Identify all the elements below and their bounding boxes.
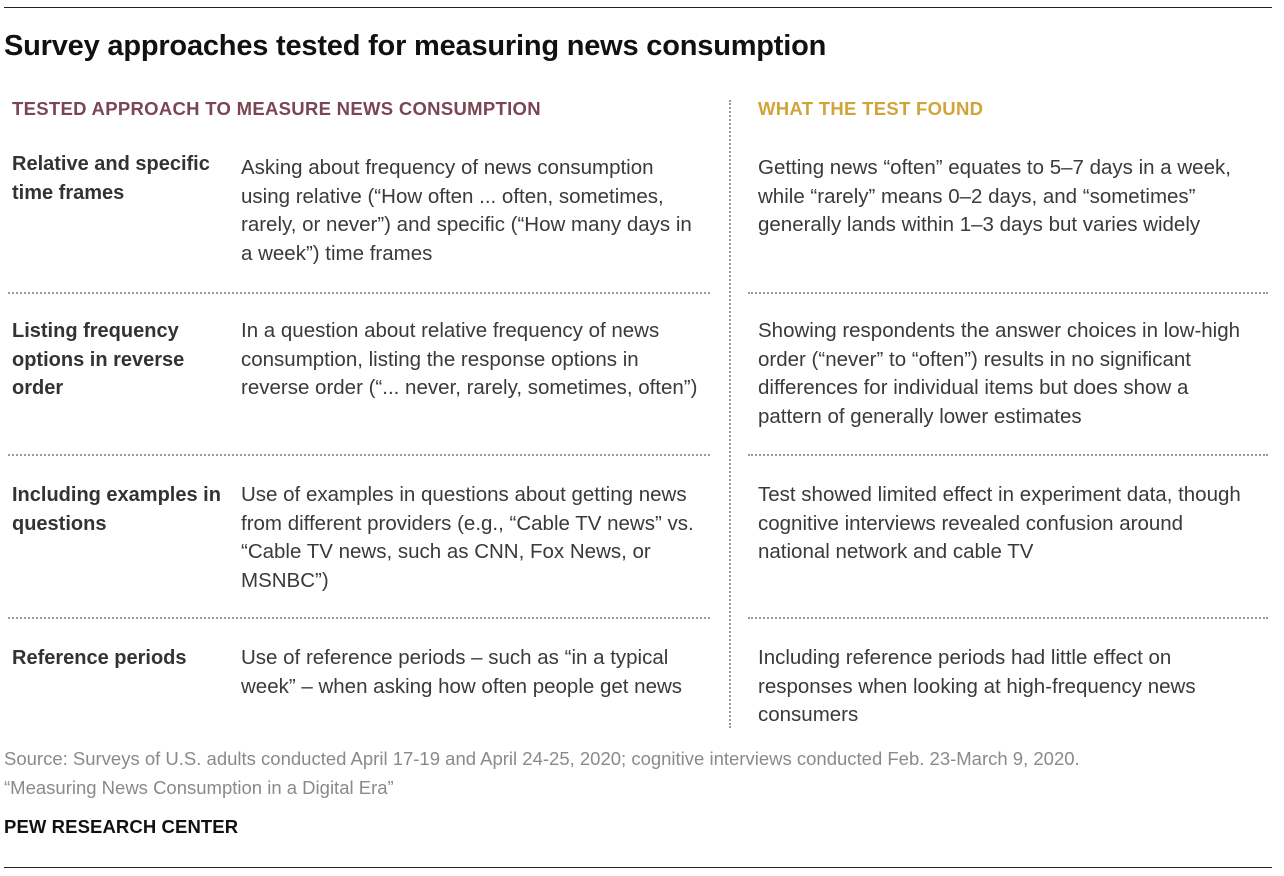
- row-divider: [748, 454, 1268, 456]
- row-finding: Including reference periods had little e…: [758, 646, 1196, 726]
- row-label: Relative and specific time frames: [12, 153, 210, 204]
- row-finding: Showing respondents the answer choices i…: [758, 319, 1241, 428]
- row-label: Reference periods: [12, 647, 187, 669]
- source-note: Source: Surveys of U.S. adults conducted…: [4, 745, 1264, 802]
- row-finding: Getting news “often” equates to 5–7 days…: [758, 156, 1231, 236]
- bottom-rule: [4, 867, 1272, 868]
- column-divider: [729, 100, 731, 728]
- row-divider: [748, 617, 1268, 619]
- row-divider: [8, 617, 710, 619]
- brand-logo-text: PEW RESEARCH CENTER: [4, 816, 239, 837]
- row-approach: Asking about frequency of news consumpti…: [241, 156, 692, 265]
- page-title: Survey approaches tested for measuring n…: [4, 30, 827, 62]
- row-divider: [8, 454, 710, 456]
- source-line: “Measuring News Consumption in a Digital…: [4, 776, 394, 798]
- row-approach: Use of examples in questions about getti…: [241, 483, 694, 592]
- row-divider: [8, 292, 710, 294]
- row-divider: [748, 292, 1268, 294]
- left-column-header: TESTED APPROACH TO MEASURE NEWS CONSUMPT…: [12, 98, 541, 119]
- top-rule: [4, 7, 1272, 8]
- row-approach: In a question about relative frequency o…: [241, 319, 698, 399]
- row-approach: Use of reference periods – such as “in a…: [241, 646, 683, 698]
- row-label: Including examples in questions: [12, 484, 221, 535]
- right-column-header: WHAT THE TEST FOUND: [758, 98, 984, 119]
- row-label: Listing frequency options in reverse ord…: [12, 320, 185, 399]
- source-line: Source: Surveys of U.S. adults conducted…: [4, 748, 1080, 769]
- row-finding: Test showed limited effect in experiment…: [758, 483, 1241, 563]
